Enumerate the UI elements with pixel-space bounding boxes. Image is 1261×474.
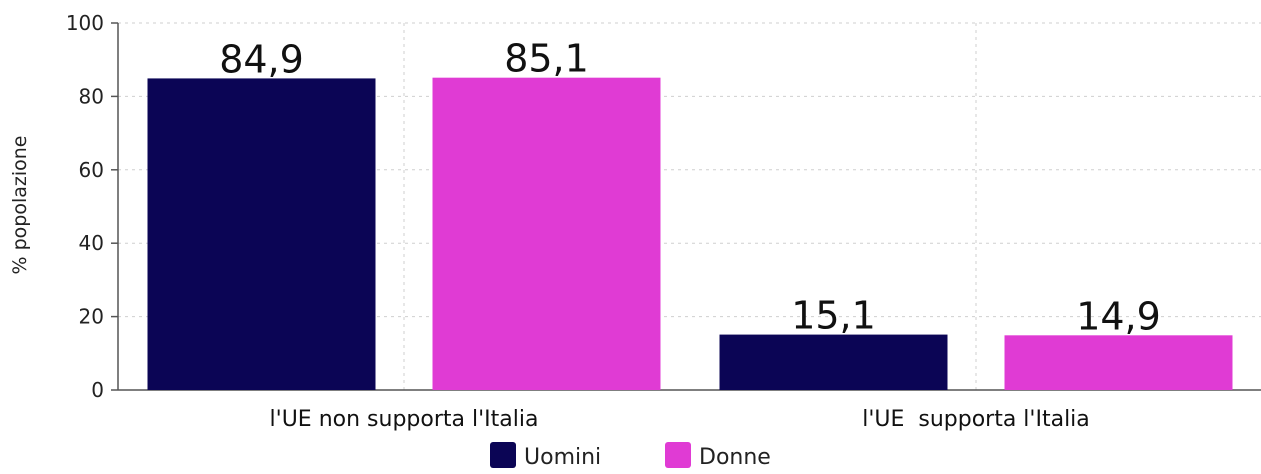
y-tick-label: 100 bbox=[66, 11, 104, 35]
x-category-label: l'UE supporta l'Italia bbox=[862, 407, 1090, 432]
legend-label-donne: Donne bbox=[699, 445, 771, 470]
legend: Uomini Donne bbox=[490, 442, 771, 470]
bar-uomini-0 bbox=[147, 78, 376, 391]
bar-donne-0 bbox=[432, 77, 661, 391]
bar-donne-1 bbox=[1004, 335, 1233, 390]
legend-swatch-donne bbox=[665, 442, 691, 468]
data-label: 85,1 bbox=[504, 37, 589, 81]
x-category-label: l'UE non supporta l'Italia bbox=[270, 407, 539, 432]
bar-uomini-1 bbox=[719, 334, 948, 390]
axes: 0 20 40 60 80 100 l'UE non supporta l'Italia l'… bbox=[66, 11, 1261, 432]
y-axis-title: % popolazione bbox=[9, 136, 31, 275]
data-label: 84,9 bbox=[219, 37, 304, 81]
data-label: 14,9 bbox=[1076, 294, 1161, 338]
data-labels: 84,9 85,1 15,1 14,9 bbox=[219, 37, 1161, 339]
data-label: 15,1 bbox=[791, 294, 876, 338]
legend-label-uomini: Uomini bbox=[524, 445, 601, 470]
legend-swatch-uomini bbox=[490, 442, 516, 468]
y-tick-label: 20 bbox=[79, 305, 104, 329]
y-tick-label: 80 bbox=[79, 84, 104, 108]
y-tick-label: 0 bbox=[91, 378, 104, 402]
y-tick-label: 60 bbox=[79, 158, 104, 182]
y-tick-label: 40 bbox=[79, 231, 104, 255]
bars bbox=[147, 77, 1233, 391]
